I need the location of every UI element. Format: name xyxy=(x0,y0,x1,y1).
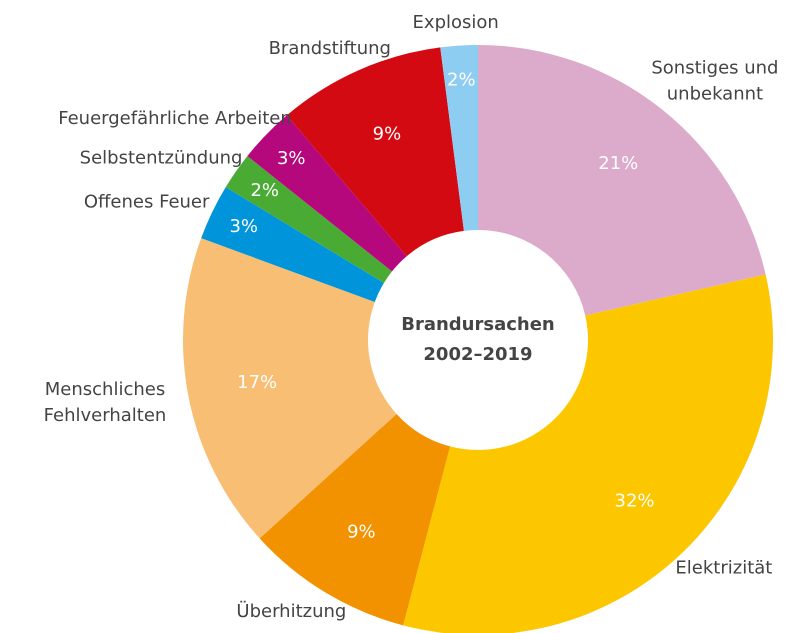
category-label: Brandstiftung xyxy=(268,38,391,60)
value-label: 9% xyxy=(347,521,376,542)
category-label: Explosion xyxy=(412,11,499,33)
category-label: Sonstiges und unbekannt xyxy=(651,57,779,105)
category-label: Menschliches Fehlverhalten xyxy=(43,379,167,427)
value-label: 2% xyxy=(447,70,476,91)
category-label: Feuergefährliche Arbeiten xyxy=(58,107,292,129)
slice xyxy=(286,47,464,257)
category-label: Überhitzung xyxy=(236,600,347,622)
value-label: 32% xyxy=(615,491,655,512)
chart-title: Brandursachen 2002–2019 xyxy=(401,314,555,365)
value-label: 17% xyxy=(237,372,277,393)
slice xyxy=(478,45,766,316)
value-label: 2% xyxy=(250,180,279,201)
value-label: 21% xyxy=(598,153,638,174)
value-label: 3% xyxy=(229,216,258,237)
slice xyxy=(403,274,773,633)
slice xyxy=(225,156,392,283)
category-label: Selbstentzündung xyxy=(79,147,243,169)
slice xyxy=(259,413,451,626)
slice xyxy=(182,238,397,539)
value-label: 3% xyxy=(277,148,306,169)
value-label: 9% xyxy=(373,123,402,144)
category-label: Offenes Feuer xyxy=(83,191,210,213)
slice xyxy=(201,187,384,303)
slice xyxy=(440,45,478,231)
category-label: Elektrizität xyxy=(675,557,773,579)
slice xyxy=(247,115,407,272)
